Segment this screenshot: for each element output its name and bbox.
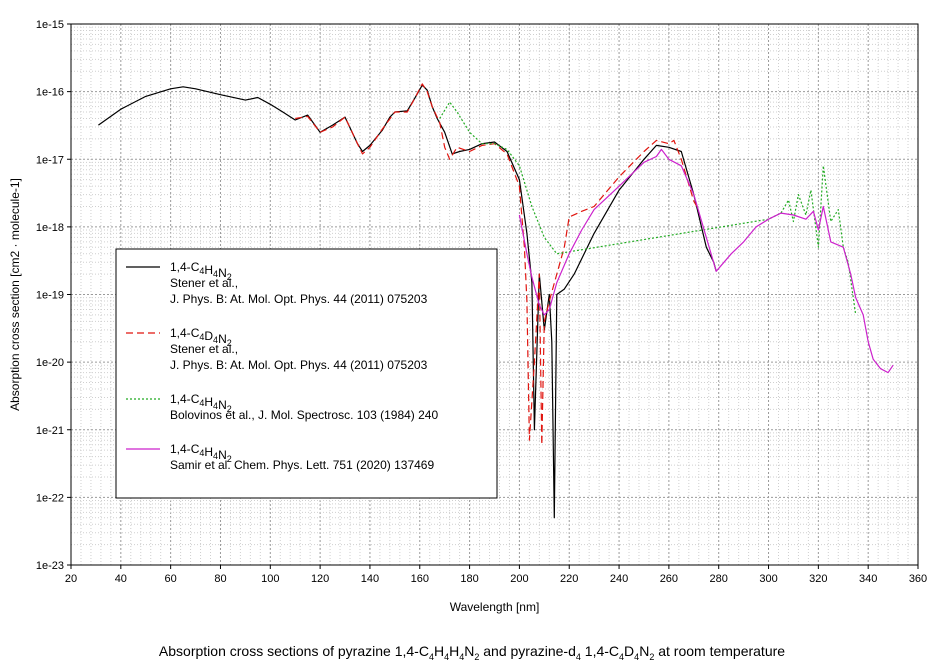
x-tick-label: 160: [411, 573, 429, 585]
x-tick-label: 300: [759, 573, 777, 585]
x-tick-label: 340: [859, 573, 877, 585]
x-tick-label: 120: [311, 573, 329, 585]
y-tick-label: 1e-21: [36, 425, 64, 437]
series-line-2: [295, 83, 700, 446]
x-tick-label: 280: [710, 573, 728, 585]
x-tick-label: 220: [560, 573, 578, 585]
y-tick-label: 1e-15: [36, 19, 64, 31]
legend-reference: Stener et al.,: [170, 342, 238, 356]
y-tick-label: 1e-19: [36, 290, 64, 302]
y-tick-label: 1e-18: [36, 222, 64, 234]
x-tick-label: 360: [909, 573, 927, 585]
y-tick-label: 1e-17: [36, 154, 64, 166]
x-tick-label: 40: [115, 573, 127, 585]
y-tick-label: 1e-22: [36, 492, 64, 504]
legend-box: [115, 248, 498, 499]
x-tick-label: 320: [809, 573, 827, 585]
x-axis-label: Wavelength [nm]: [450, 600, 540, 614]
x-tick-label: 140: [361, 573, 379, 585]
figure-caption: Absorption cross sections of pyrazine 1,…: [158, 643, 786, 662]
x-tick-label: 240: [610, 573, 628, 585]
y-tick-label: 1e-16: [36, 87, 64, 99]
legend-series-name: 1,4-C4H4N2: [170, 260, 232, 282]
legend-series-name: 1,4-C4H4N2: [170, 442, 232, 464]
x-tick-label: 20: [65, 573, 77, 585]
x-tick-label: 180: [460, 573, 478, 585]
legend-series-name: 1,4-C4D4N2: [170, 326, 232, 348]
legend-reference: Stener et al.,: [170, 276, 238, 290]
series-line-4: [518, 148, 894, 374]
legend-reference: J. Phys. B: At. Mol. Opt. Phys. 44 (2011…: [170, 358, 428, 372]
x-tick-label: 260: [660, 573, 678, 585]
legend-reference: Bolovinos et al., J. Mol. Spectrosc. 103…: [170, 408, 438, 422]
y-tick-label: 1e-23: [36, 560, 64, 572]
series-layer: [98, 83, 894, 519]
x-tick-label: 80: [214, 573, 226, 585]
y-axis-label: Absorption cross section [cm2 · molecule…: [8, 178, 22, 411]
x-axis-ticks: 20 40 60 80 100 120 140 160 180 200 220 240 260 280 30…: [65, 565, 927, 585]
x-tick-label: 60: [165, 573, 177, 585]
series-line-3: [439, 101, 857, 315]
x-tick-label: 200: [510, 573, 528, 585]
legend-reference: J. Phys. B: At. Mol. Opt. Phys. 44 (2011…: [170, 292, 428, 306]
x-tick-label: 100: [261, 573, 279, 585]
series-line-1: [98, 84, 717, 519]
y-axis-ticks: 1e-23 1e-22 1e-21 1e-20 1e-19 1e-18 1e-17 1e-16…: [36, 19, 71, 572]
y-tick-label: 1e-20: [36, 357, 64, 369]
legend-series-name: 1,4-C4H4N2: [170, 392, 232, 414]
legend-reference: Samir et al. Chem. Phys. Lett. 751 (2020…: [170, 458, 434, 472]
